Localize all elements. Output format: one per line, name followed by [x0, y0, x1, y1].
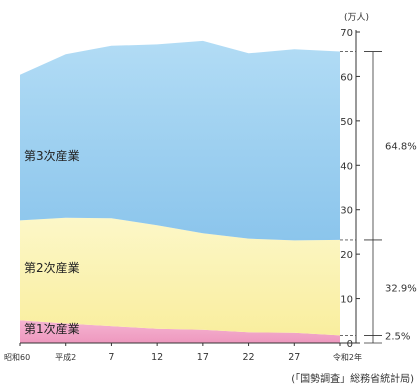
- y-tick-label: 30: [340, 206, 353, 217]
- share-label: 64.8%: [385, 142, 417, 153]
- x-tick-label: 7: [108, 352, 114, 363]
- source-note: (「国勢調査」総務省統計局): [291, 372, 414, 385]
- series-label-1: 第2次産業: [24, 260, 80, 275]
- share-brackets: 64.8% 32.9% 2.5%: [340, 51, 417, 344]
- y-tick-label: 50: [340, 117, 353, 128]
- series-label-0: 第1次産業: [24, 321, 80, 336]
- y-tick-label: 40: [340, 161, 353, 172]
- y-tick-label: 0: [347, 339, 353, 350]
- y-tick-label: 60: [340, 72, 353, 83]
- series-labels: 第1次産業 第2次産業 第3次産業: [24, 148, 80, 336]
- series-label-2: 第3次産業: [24, 148, 80, 163]
- share-label: 2.5%: [385, 331, 410, 342]
- area-series-1: [20, 217, 340, 336]
- x-tick-label: 17: [197, 352, 209, 363]
- y-tick-label: 70: [340, 28, 353, 39]
- x-tick-label: 12: [151, 352, 163, 363]
- area-layer: [20, 40, 340, 343]
- y-tick-label: 10: [340, 295, 353, 306]
- x-axis: 昭和60 平成2 7 12 17 22 27 令和2年: [4, 342, 362, 363]
- area-series-2: [20, 40, 340, 241]
- area-series-0: [20, 320, 340, 343]
- y-unit-label: (万人): [344, 12, 369, 23]
- x-tick-label: 平成2: [55, 352, 76, 362]
- share-label: 32.9%: [385, 284, 417, 295]
- x-tick-label: 22: [243, 352, 255, 363]
- x-tick-label: 令和2年: [333, 352, 362, 362]
- x-tick-label: 昭和60: [4, 353, 30, 362]
- x-tick-label: 27: [288, 352, 300, 363]
- y-axis: 0 10 20 30 40 50 60 70: [340, 28, 360, 350]
- y-tick-label: 20: [340, 250, 353, 261]
